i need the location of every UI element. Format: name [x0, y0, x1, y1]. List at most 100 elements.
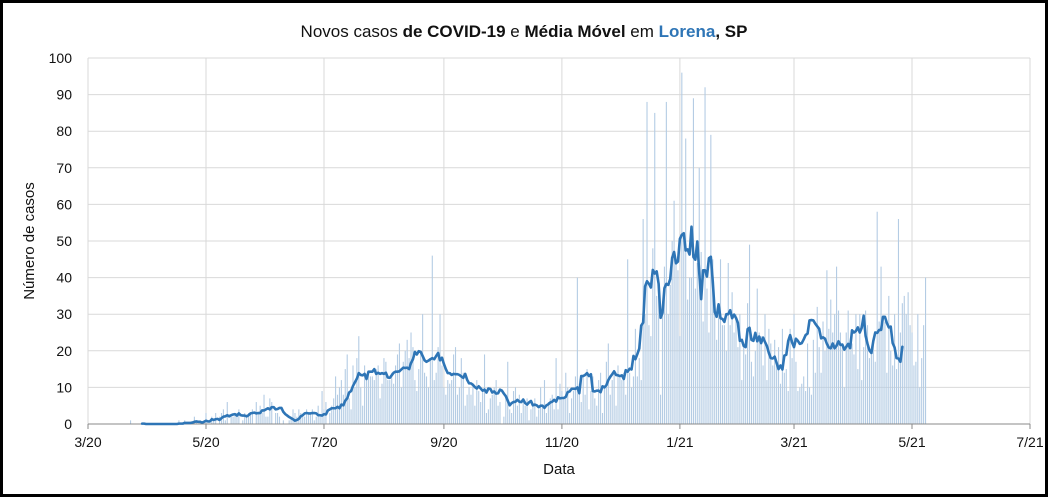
- daily-case-bar: [731, 292, 733, 424]
- daily-case-bar: [698, 167, 700, 425]
- daily-case-bar: [555, 358, 557, 424]
- daily-case-bar: [321, 391, 323, 424]
- daily-case-bar: [719, 259, 722, 424]
- daily-case-bar: [230, 416, 232, 424]
- daily-case-bar: [435, 372, 437, 424]
- daily-case-bar: [437, 347, 439, 424]
- daily-case-bar: [727, 262, 729, 424]
- daily-case-bar: [627, 259, 629, 424]
- daily-case-bar: [396, 354, 399, 424]
- daily-case-bar: [611, 380, 613, 424]
- daily-case-bar: [561, 391, 563, 424]
- daily-case-bar: [379, 398, 381, 424]
- daily-case-bar: [429, 358, 431, 424]
- daily-case-bar: [878, 321, 880, 424]
- daily-case-bar: [547, 402, 549, 424]
- y-tick-label: 60: [56, 196, 72, 212]
- daily-case-bar: [656, 295, 658, 424]
- daily-case-bar: [895, 369, 898, 424]
- daily-case-bar: [663, 266, 665, 424]
- daily-case-bar: [412, 347, 414, 424]
- daily-case-bar: [414, 380, 416, 424]
- daily-case-bar: [839, 332, 841, 424]
- daily-case-bar: [509, 409, 511, 424]
- daily-case-bar: [617, 365, 619, 424]
- daily-case-bar: [534, 398, 536, 424]
- daily-case-bar: [336, 394, 339, 424]
- daily-case-bar: [884, 321, 886, 424]
- daily-case-bar: [650, 336, 652, 424]
- daily-case-bar: [404, 350, 406, 424]
- daily-case-bar: [447, 380, 449, 424]
- daily-case-bar: [925, 277, 927, 424]
- daily-case-bar: [671, 241, 673, 424]
- x-tick-label: 3/20: [74, 434, 101, 450]
- daily-case-bar: [282, 420, 284, 424]
- daily-case-bar: [536, 416, 538, 424]
- daily-case-bar: [810, 394, 812, 424]
- daily-case-bar: [793, 314, 795, 424]
- daily-case-bar: [812, 339, 814, 424]
- daily-case-bar: [923, 325, 925, 424]
- daily-case-bar: [422, 314, 424, 424]
- daily-case-bar: [874, 361, 876, 424]
- y-tick-label: 20: [56, 343, 72, 359]
- daily-case-bar: [683, 241, 685, 424]
- daily-case-bar: [367, 372, 370, 424]
- daily-case-bar: [837, 310, 840, 424]
- daily-case-bar: [777, 347, 780, 424]
- x-tick-label: 5/20: [192, 434, 219, 450]
- daily-case-bar: [559, 383, 561, 424]
- daily-case-bar: [304, 416, 306, 424]
- daily-case-bar: [362, 405, 364, 424]
- daily-case-bar: [853, 354, 855, 424]
- daily-case-bar: [549, 398, 551, 424]
- daily-case-bar: [824, 350, 826, 424]
- daily-case-bar: [826, 270, 828, 424]
- daily-case-bar: [505, 394, 507, 424]
- daily-case-bar: [578, 383, 580, 424]
- x-tick-label: 7/20: [310, 434, 337, 450]
- daily-case-bar: [259, 405, 261, 424]
- daily-case-bar: [269, 398, 271, 424]
- daily-case-bar: [398, 343, 400, 424]
- daily-case-bar: [640, 380, 642, 424]
- daily-case-bar: [193, 416, 195, 424]
- daily-case-bar: [358, 336, 360, 424]
- daily-case-bar: [333, 398, 335, 424]
- daily-case-bar: [499, 402, 501, 424]
- daily-case-bar: [352, 365, 354, 424]
- daily-case-bar: [592, 376, 594, 424]
- daily-case-bar: [489, 398, 491, 424]
- daily-case-bar: [781, 328, 783, 424]
- daily-case-bar: [454, 347, 457, 424]
- daily-case-bar: [634, 328, 636, 424]
- daily-case-bar: [714, 314, 716, 424]
- daily-case-bar: [331, 405, 333, 424]
- daily-case-bar: [458, 387, 460, 424]
- daily-case-bar: [754, 350, 756, 424]
- daily-case-bar: [445, 394, 447, 424]
- daily-case-bar: [441, 365, 443, 424]
- daily-case-bar: [741, 380, 743, 424]
- daily-case-bar: [511, 413, 513, 424]
- chart-title: Novos casos de COVID-19 e Média Móvel em…: [300, 22, 748, 41]
- daily-case-bar: [654, 112, 656, 425]
- daily-case-bar: [843, 387, 845, 424]
- daily-case-bar: [340, 380, 342, 424]
- daily-case-bar: [658, 277, 660, 424]
- daily-case-bar: [766, 380, 768, 424]
- daily-case-bar: [919, 387, 921, 424]
- daily-case-bar: [307, 413, 310, 424]
- daily-case-bar: [718, 303, 720, 424]
- daily-case-bar: [389, 380, 391, 424]
- daily-case-bar: [400, 387, 402, 424]
- daily-case-bar: [820, 372, 822, 424]
- daily-case-bar: [130, 420, 132, 424]
- daily-case-bar: [246, 416, 248, 424]
- y-axis-label: Número de casos: [21, 182, 38, 300]
- daily-case-bar: [348, 398, 350, 424]
- daily-case-bar: [779, 383, 782, 424]
- daily-case-bar: [315, 416, 317, 424]
- daily-case-bar: [449, 383, 451, 424]
